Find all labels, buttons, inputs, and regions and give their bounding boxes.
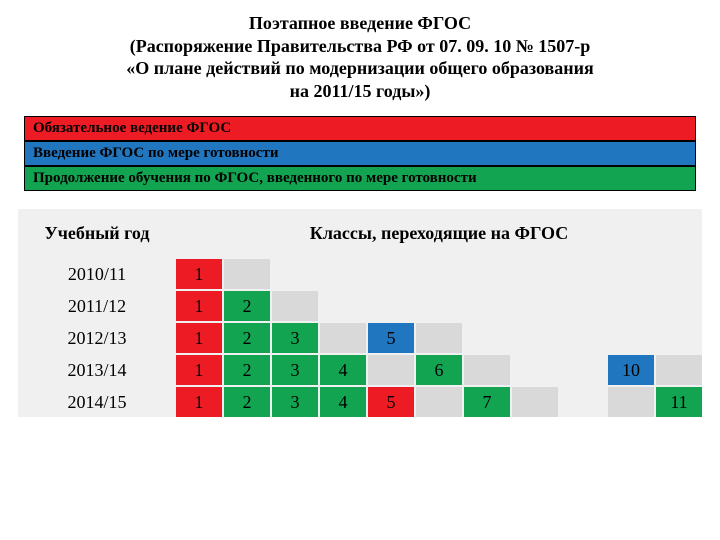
class-cell <box>560 291 606 321</box>
class-cell <box>608 323 654 353</box>
class-cell <box>368 259 414 289</box>
class-cell: 10 <box>608 355 654 385</box>
class-cell <box>416 259 462 289</box>
class-cell: 1 <box>176 323 222 353</box>
class-cell <box>560 323 606 353</box>
class-grid: 123 5 <box>176 323 702 353</box>
title-block: Поэтапное введение ФГОС (Распоряжение Пр… <box>0 12 720 102</box>
class-cell <box>608 259 654 289</box>
class-cell <box>512 291 558 321</box>
legend-row: Обязательное ведение ФГОС <box>24 116 696 141</box>
class-cell <box>368 355 414 385</box>
header-classes: Классы, переходящие на ФГОС <box>176 223 702 244</box>
class-grid: 12 <box>176 291 702 321</box>
class-cell: 11 <box>656 387 702 417</box>
class-cell: 1 <box>176 259 222 289</box>
class-cell <box>512 259 558 289</box>
class-cell <box>656 323 702 353</box>
class-cell: 5 <box>368 387 414 417</box>
class-cell <box>464 259 510 289</box>
class-cell: 6 <box>416 355 462 385</box>
header-year: Учебный год <box>18 223 176 244</box>
class-cell: 3 <box>272 323 318 353</box>
class-cell <box>512 355 558 385</box>
class-cell <box>464 323 510 353</box>
class-cell: 4 <box>320 387 366 417</box>
legend-row: Продолжение обучения по ФГОС, введенного… <box>24 166 696 191</box>
class-cell: 7 <box>464 387 510 417</box>
year-cell: 2014/15 <box>18 387 176 417</box>
title-line-3: «О плане действий по модернизации общего… <box>50 57 670 80</box>
title-line-1: Поэтапное введение ФГОС <box>50 12 670 35</box>
class-cell: 3 <box>272 355 318 385</box>
class-cell <box>368 291 414 321</box>
class-cell <box>416 387 462 417</box>
table-row: 2012/13123 5 <box>18 323 702 353</box>
class-cell: 1 <box>176 387 222 417</box>
table-row: 2014/1512345 7 11 <box>18 387 702 417</box>
class-cell: 1 <box>176 291 222 321</box>
class-cell: 3 <box>272 387 318 417</box>
class-cell: 2 <box>224 323 270 353</box>
class-cell: 1 <box>176 355 222 385</box>
table-header-row: Учебный год Классы, переходящие на ФГОС <box>18 209 702 257</box>
class-cell <box>608 291 654 321</box>
title-line-2: (Распоряжение Правительства РФ от 07. 09… <box>50 35 670 58</box>
year-cell: 2012/13 <box>18 323 176 353</box>
table-row: 2013/141234 6 10 <box>18 355 702 385</box>
year-cell: 2011/12 <box>18 291 176 321</box>
class-grid: 12345 7 11 <box>176 387 702 417</box>
class-cell: 4 <box>320 355 366 385</box>
legend: Обязательное ведение ФГОСВведение ФГОС п… <box>24 116 696 191</box>
class-cell <box>464 355 510 385</box>
class-cell <box>464 291 510 321</box>
class-cell <box>560 355 606 385</box>
class-cell <box>416 291 462 321</box>
class-cell <box>656 259 702 289</box>
class-cell <box>656 355 702 385</box>
class-cell <box>320 259 366 289</box>
class-cell <box>560 259 606 289</box>
class-cell <box>272 259 318 289</box>
class-cell <box>656 291 702 321</box>
class-cell <box>320 323 366 353</box>
class-grid: 1 <box>176 259 702 289</box>
class-cell <box>272 291 318 321</box>
fgos-table: Учебный год Классы, переходящие на ФГОС … <box>18 209 702 417</box>
class-cell <box>320 291 366 321</box>
title-line-4: на 2011/15 годы») <box>50 80 670 103</box>
legend-row: Введение ФГОС по мере готовности <box>24 141 696 166</box>
class-cell <box>512 323 558 353</box>
class-cell: 2 <box>224 355 270 385</box>
table-row: 2011/1212 <box>18 291 702 321</box>
table-body: 2010/1112011/12122012/1312352013/1412346… <box>18 259 702 417</box>
class-cell <box>608 387 654 417</box>
table-row: 2010/111 <box>18 259 702 289</box>
class-cell <box>512 387 558 417</box>
class-cell: 5 <box>368 323 414 353</box>
class-cell: 2 <box>224 387 270 417</box>
year-cell: 2013/14 <box>18 355 176 385</box>
class-grid: 1234 6 10 <box>176 355 702 385</box>
year-cell: 2010/11 <box>18 259 176 289</box>
class-cell <box>416 323 462 353</box>
class-cell <box>560 387 606 417</box>
class-cell <box>224 259 270 289</box>
class-cell: 2 <box>224 291 270 321</box>
